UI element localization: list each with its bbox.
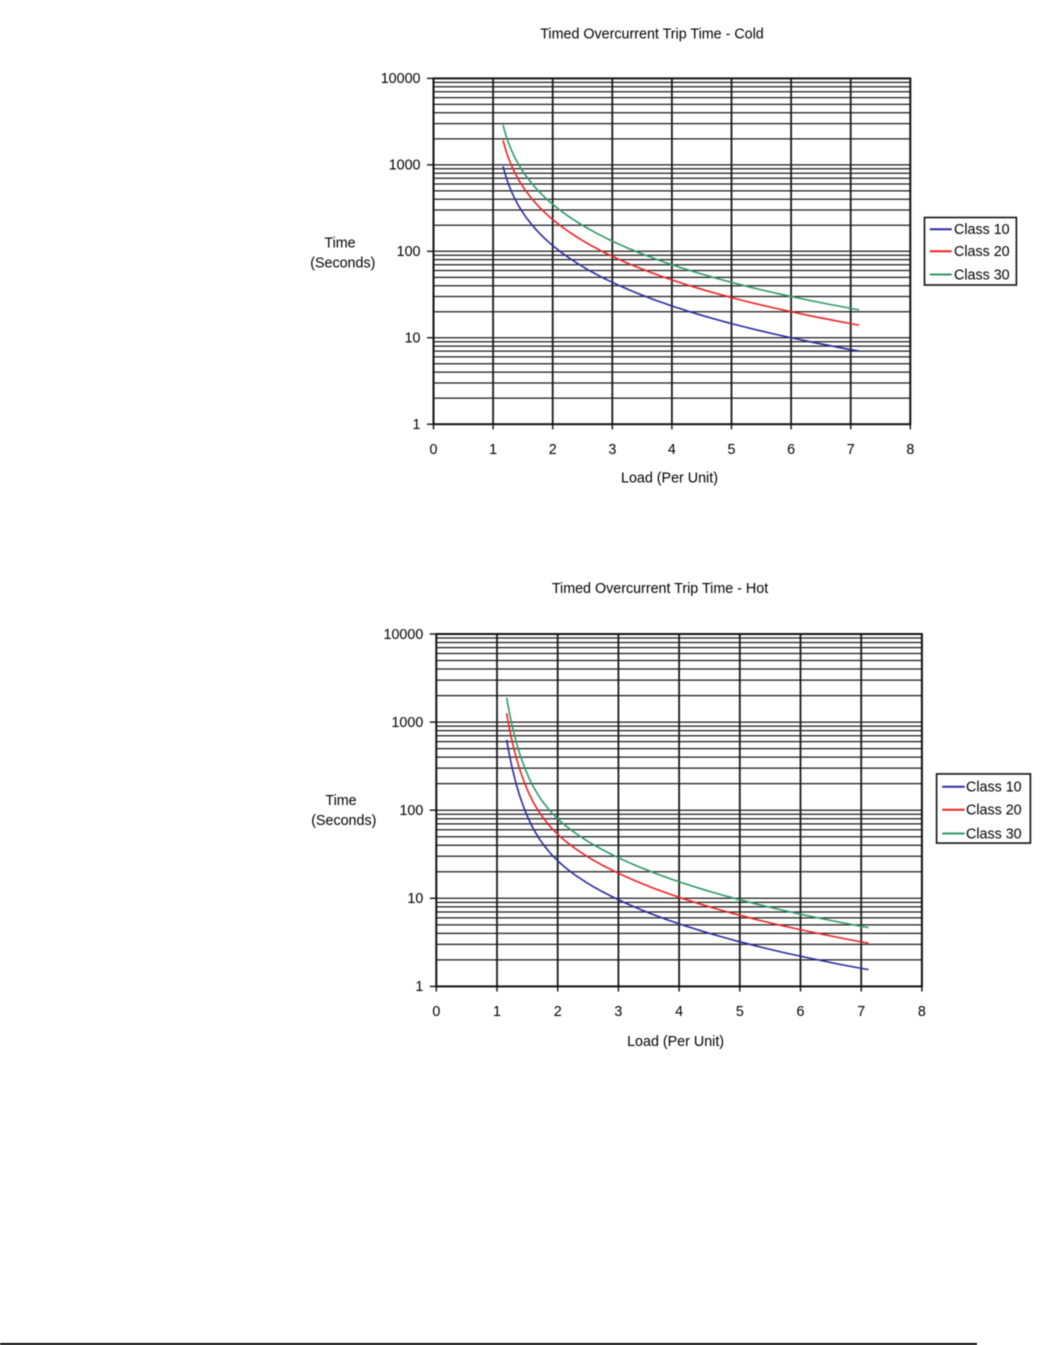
svg-text:Class 30: Class 30 [966,826,1022,842]
svg-text:100: 100 [399,803,423,819]
svg-text:7: 7 [857,1004,865,1020]
svg-text:6: 6 [787,442,795,458]
svg-text:Timed Overcurrent Trip Time -: Timed Overcurrent Trip Time - Cold [540,27,764,43]
svg-text:Class 20: Class 20 [954,244,1010,260]
svg-text:Class 10: Class 10 [954,222,1010,238]
svg-text:0: 0 [430,442,438,458]
svg-text:10000: 10000 [384,627,424,643]
svg-text:Class 10: Class 10 [966,780,1022,796]
svg-text:1000: 1000 [389,158,421,174]
svg-text:4: 4 [668,442,676,458]
svg-text:7: 7 [847,442,855,458]
svg-text:6: 6 [797,1004,805,1020]
svg-text:Timed Overcurrent Trip Time -: Timed Overcurrent Trip Time - Hot [552,581,768,597]
svg-text:1: 1 [413,417,421,433]
svg-text:5: 5 [736,1004,744,1020]
svg-text:3: 3 [614,1004,622,1020]
svg-text:0: 0 [432,1004,440,1020]
svg-text:Time: Time [324,236,355,252]
svg-text:Class 30: Class 30 [954,267,1010,283]
svg-text:Time: Time [325,793,356,809]
svg-text:1000: 1000 [391,715,423,731]
svg-text:100: 100 [397,244,421,260]
svg-text:1: 1 [493,1004,501,1020]
svg-text:Load (Per Unit): Load (Per Unit) [621,471,718,487]
svg-text:Class 20: Class 20 [966,803,1022,819]
svg-text:5: 5 [728,442,736,458]
svg-text:(Seconds): (Seconds) [311,813,376,829]
svg-text:2: 2 [554,1004,562,1020]
svg-text:3: 3 [608,442,616,458]
svg-text:Load (Per Unit): Load (Per Unit) [627,1034,724,1050]
svg-text:4: 4 [675,1004,683,1020]
svg-text:10: 10 [407,891,423,907]
svg-text:10: 10 [405,331,421,347]
svg-text:8: 8 [918,1004,926,1020]
svg-text:(Seconds): (Seconds) [310,256,375,272]
svg-text:8: 8 [906,442,914,458]
svg-text:1: 1 [415,979,423,995]
svg-text:2: 2 [549,442,557,458]
svg-text:10000: 10000 [381,71,421,87]
svg-text:1: 1 [489,442,497,458]
